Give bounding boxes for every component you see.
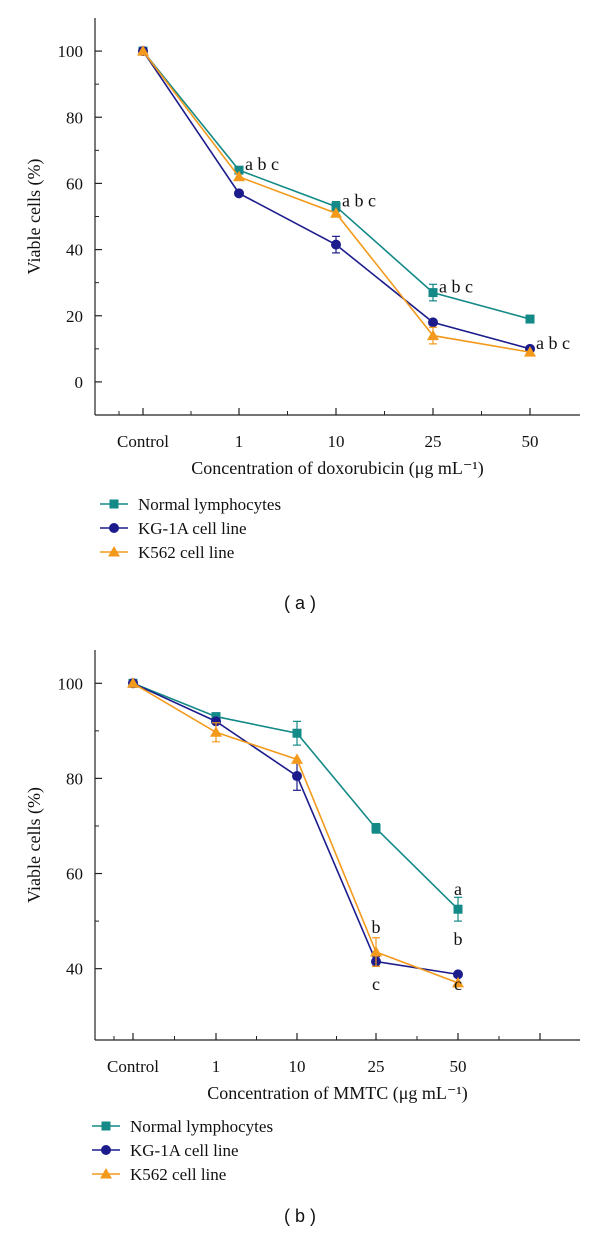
panel-label: ( a ) <box>284 593 316 613</box>
series-line <box>142 50 531 350</box>
y-tick-label: 40 <box>66 960 83 979</box>
data-point <box>370 946 382 957</box>
data-point <box>109 499 119 509</box>
data-point <box>331 239 341 250</box>
legend-label: K562 cell line <box>138 543 234 562</box>
data-point <box>210 726 222 737</box>
y-tick-label: 100 <box>58 674 84 693</box>
series-line <box>132 682 459 910</box>
y-tick-label: 60 <box>66 865 83 884</box>
data-point <box>211 716 221 727</box>
data-point <box>292 771 302 782</box>
annotation-label: b <box>372 917 381 937</box>
x-tick-label: 50 <box>450 1057 467 1076</box>
series-normal-lymphocytes <box>128 678 463 922</box>
data-point <box>127 677 139 688</box>
data-point <box>330 207 342 218</box>
x-tick-label: 10 <box>328 432 345 451</box>
data-point <box>101 1121 111 1131</box>
data-point <box>428 317 438 328</box>
data-point <box>427 329 439 341</box>
legend-label: K562 cell line <box>130 1165 226 1184</box>
legend-label: Normal lymphocytes <box>130 1117 273 1136</box>
data-point <box>331 202 341 212</box>
legend-label: KG-1A cell line <box>138 519 247 538</box>
y-tick-label: 100 <box>58 42 84 61</box>
annotation-label: b <box>454 929 463 949</box>
chart-panel-b: 40 60 80 100 Control 1 10 25 50 Concentration of … <box>24 650 580 1226</box>
data-point <box>371 823 381 833</box>
y-tick-label: 60 <box>66 174 83 193</box>
x-axis-label: Concentration of MMTC (μg mL⁻¹) <box>207 1083 468 1104</box>
annotation-label: a b c <box>245 154 279 174</box>
y-axis-label: Viable cells (%) <box>24 159 45 275</box>
x-tick-label: 10 <box>289 1057 306 1076</box>
series-k562-cell-line <box>137 45 536 357</box>
annotation-label: a <box>454 879 462 899</box>
x-axis-label: Concentration of doxorubicin (μg mL⁻¹) <box>191 458 483 479</box>
series-line <box>132 682 459 976</box>
data-point <box>234 188 244 199</box>
annotation-label: a b c <box>439 277 473 297</box>
data-point <box>101 1145 111 1155</box>
series-normal-lymphocytes <box>138 46 535 324</box>
y-axis-label: Viable cells (%) <box>24 787 45 903</box>
series-k562-cell-line <box>127 677 464 988</box>
data-point <box>291 753 303 764</box>
data-point <box>234 165 244 175</box>
data-point <box>233 170 245 182</box>
data-point <box>525 314 535 324</box>
y-tick-label: 0 <box>75 373 84 392</box>
chart-panel-a: 0 20 40 60 80 100 Control 1 10 25 50 Concentration … <box>24 18 580 613</box>
x-tick-label: 25 <box>368 1057 385 1076</box>
data-point <box>524 346 536 357</box>
y-tick-label: 80 <box>66 769 83 788</box>
data-point <box>453 904 463 914</box>
x-tick-label: 25 <box>425 432 442 451</box>
y-tick-label: 80 <box>66 108 83 127</box>
panel-label: ( b ) <box>284 1206 316 1226</box>
data-point <box>137 45 149 56</box>
legend-label: Normal lymphocytes <box>138 495 281 514</box>
data-point <box>108 546 120 557</box>
annotation-label: a b c <box>536 333 570 353</box>
data-point <box>428 288 438 298</box>
data-point <box>292 728 302 738</box>
legend: Normal lymphocytes KG-1A cell line K562 ce… <box>100 495 281 562</box>
data-point <box>452 976 464 988</box>
y-tick-label: 40 <box>66 241 83 260</box>
annotation-label: c <box>454 974 462 994</box>
legend-label: KG-1A cell line <box>130 1141 239 1160</box>
data-point <box>453 969 463 980</box>
series-kg-1a-cell-line <box>138 46 535 354</box>
legend: Normal lymphocytes KG-1A cell line K562 ce… <box>92 1117 273 1184</box>
x-tick-label: 1 <box>212 1057 221 1076</box>
data-point <box>100 1168 112 1179</box>
annotation-label: c <box>372 974 380 994</box>
annotation-label: a b c <box>342 191 376 211</box>
x-tick-label: 50 <box>522 432 539 451</box>
x-tick-label: Control <box>107 1057 159 1076</box>
series-line <box>132 682 459 984</box>
x-tick-label: Control <box>117 432 169 451</box>
x-tick-label: 1 <box>235 432 244 451</box>
series-kg-1a-cell-line <box>128 678 463 980</box>
data-point <box>109 523 119 533</box>
y-tick-label: 20 <box>66 307 83 326</box>
